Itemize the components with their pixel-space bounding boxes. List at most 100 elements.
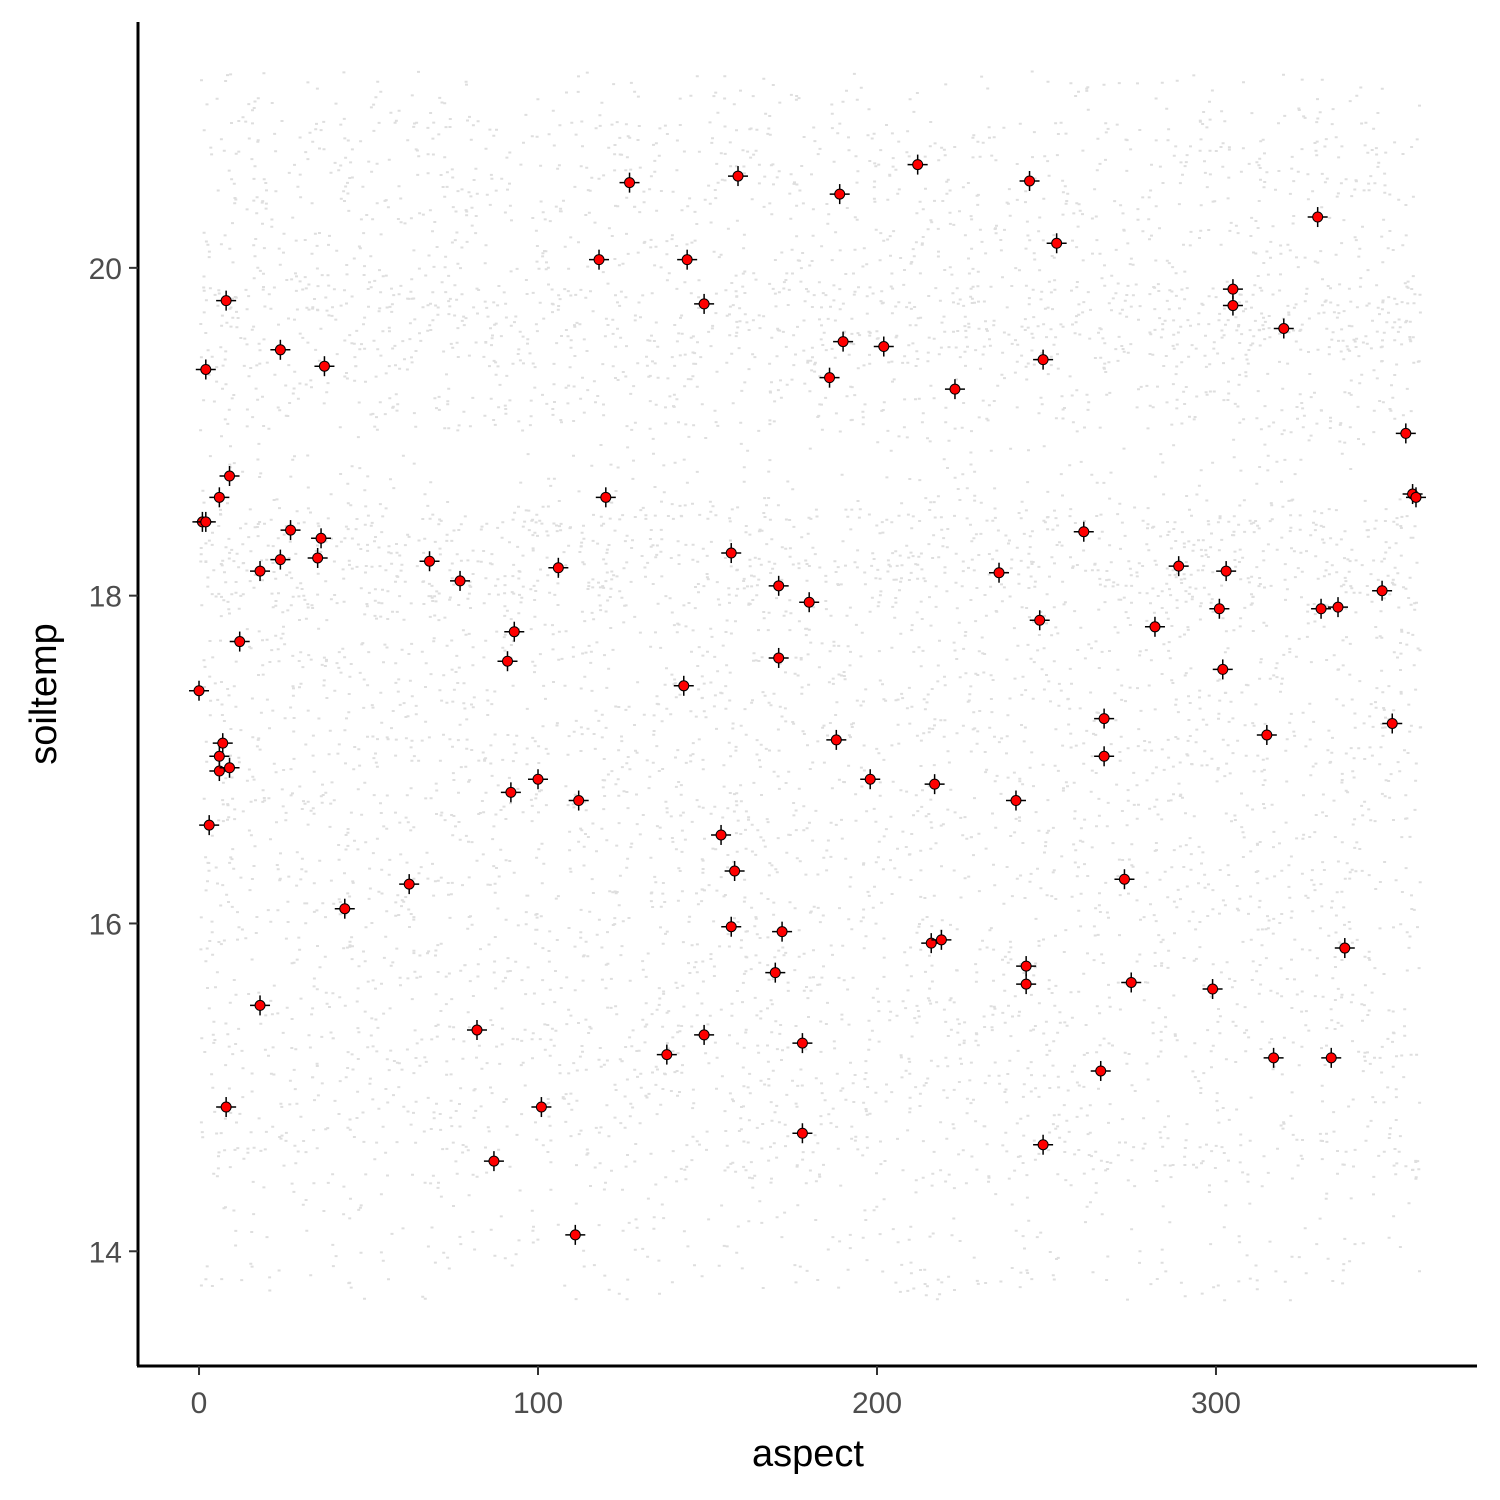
highlight-point [1273,318,1294,339]
highlight-point [500,782,521,803]
highlight-point [1263,1047,1284,1068]
y-axis-title: soiltemp [23,623,65,765]
highlight-point [694,293,715,314]
highlight-point [873,336,894,357]
highlight-point [483,1151,504,1172]
x-tick-label: 0 [191,1387,208,1420]
background-points [199,70,1423,1302]
highlight-point [531,1097,552,1118]
highlight-point [829,184,850,205]
highlight-point [711,824,732,845]
highlight-point [334,898,355,919]
highlight-point [921,933,942,954]
highlight-point [504,621,525,642]
highlight-point [772,921,793,942]
highlight-point [944,379,965,400]
highlight-point [1209,598,1230,619]
highlight-point [989,562,1010,583]
highlight-point [1073,521,1094,542]
highlight-point [1033,349,1054,370]
highlight-point [270,339,291,360]
highlight-point [1033,1134,1054,1155]
highlight-point [1114,869,1135,890]
highlight-point [1121,972,1142,993]
highlight-point [724,861,745,882]
highlight-point [195,511,216,532]
ticks: 0 100 200 300 14 16 18 20 [89,253,1241,1420]
y-tick-label: 20 [89,253,122,286]
highlight-point [568,790,589,811]
highlight-point [1256,724,1277,745]
x-tick-label: 300 [1191,1387,1241,1420]
y-tick-label: 18 [89,581,122,614]
highlight-point [219,757,240,778]
x-axis-title: aspect [752,1433,864,1475]
highlight-point [924,774,945,795]
highlight-point [307,547,328,568]
highlight-point [721,916,742,937]
highlight-point [1212,659,1233,680]
highlight-point [1144,616,1165,637]
highlight-point [1405,487,1426,508]
highlight-point [1372,580,1393,601]
highlight-point [728,166,749,187]
highlight-point [280,520,301,541]
highlight-point [216,290,237,311]
axes [136,22,1477,1368]
highlight-point [1094,746,1115,767]
highlight-point [216,1097,237,1118]
highlight-point [1168,556,1189,577]
highlight-point [792,1123,813,1144]
highlight-point [833,331,854,352]
highlight-point [860,769,881,790]
highlight-point [250,561,271,582]
highlight-point [1094,708,1115,729]
highlight-point [1307,207,1328,228]
highlight-point [1005,790,1026,811]
highlight-point [826,729,847,750]
highlight-point [765,962,786,983]
highlight-point [768,647,789,668]
highlight-point [931,929,952,950]
highlight-point [721,543,742,564]
highlight-point [399,874,420,895]
x-tick-label: 200 [852,1387,902,1420]
highlight-point [1395,423,1416,444]
highlight-point [1202,979,1223,1000]
highlight-point [212,733,233,754]
highlight-point [219,466,240,487]
highlight-point [589,249,610,270]
x-tick-label: 100 [513,1387,563,1420]
highlight-point [565,1224,586,1245]
highlight-point [907,154,928,175]
highlight-point [673,675,694,696]
highlight-point [450,570,471,591]
highlight-point [270,549,291,570]
highlight-point [595,487,616,508]
highlight-point [250,995,271,1016]
highlight-point [1046,233,1067,254]
highlight-point [419,551,440,572]
highlight-point [768,575,789,596]
highlight-point [1029,610,1050,631]
highlight-point [1019,170,1040,191]
highlight-point [189,680,210,701]
highlight-point [1328,597,1349,618]
highlight-point [497,651,518,672]
highlight-point [311,528,332,549]
highlight-point [548,557,569,578]
highlight-point [209,487,230,508]
highlight-point [1216,561,1237,582]
highlight-point [466,1020,487,1040]
highlight-point [1016,974,1037,995]
highlight-point [656,1044,677,1065]
highlight-point [792,1033,813,1054]
highlight-point [528,769,549,790]
highlight-point [229,631,250,652]
highlight-point [1311,598,1332,619]
highlight-point [1382,713,1403,734]
highlight-point [694,1024,715,1045]
highlight-points [189,154,1426,1245]
